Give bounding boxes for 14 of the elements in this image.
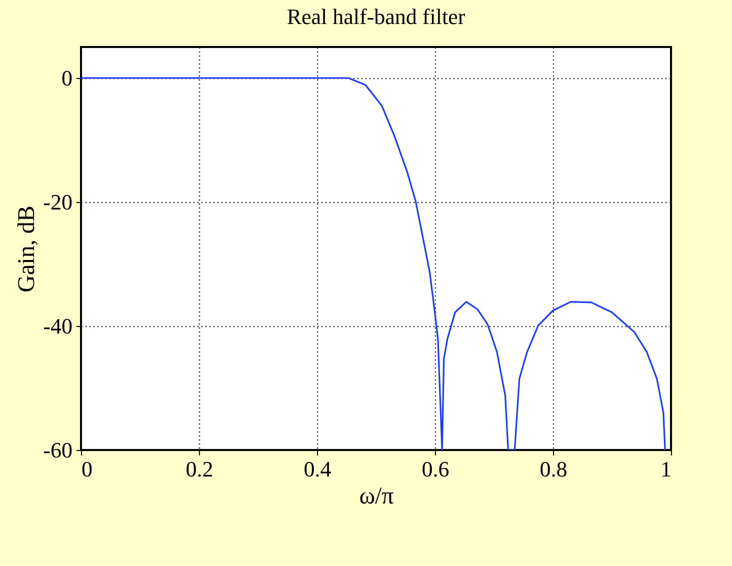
x-axis-title: ω/π (359, 484, 394, 510)
x-tick-label: 1 (660, 456, 672, 482)
line-series (81, 77, 666, 450)
y-tick-label: -20 (43, 190, 72, 214)
y-tick-label: -40 (43, 314, 72, 338)
x-tick-label: 0 (82, 456, 92, 482)
chart-title: Real half-band filter (286, 4, 466, 29)
y-tick-label: 0 (62, 66, 72, 90)
x-tick-label: 0.4 (304, 456, 332, 482)
x-tick-label: 0.8 (540, 456, 568, 482)
y-axis-title: Gain, dB (14, 206, 40, 292)
x-tick-label: 0.2 (186, 456, 214, 482)
y-tick-label: -60 (43, 438, 72, 462)
x-tick-label: 0.6 (422, 456, 450, 482)
